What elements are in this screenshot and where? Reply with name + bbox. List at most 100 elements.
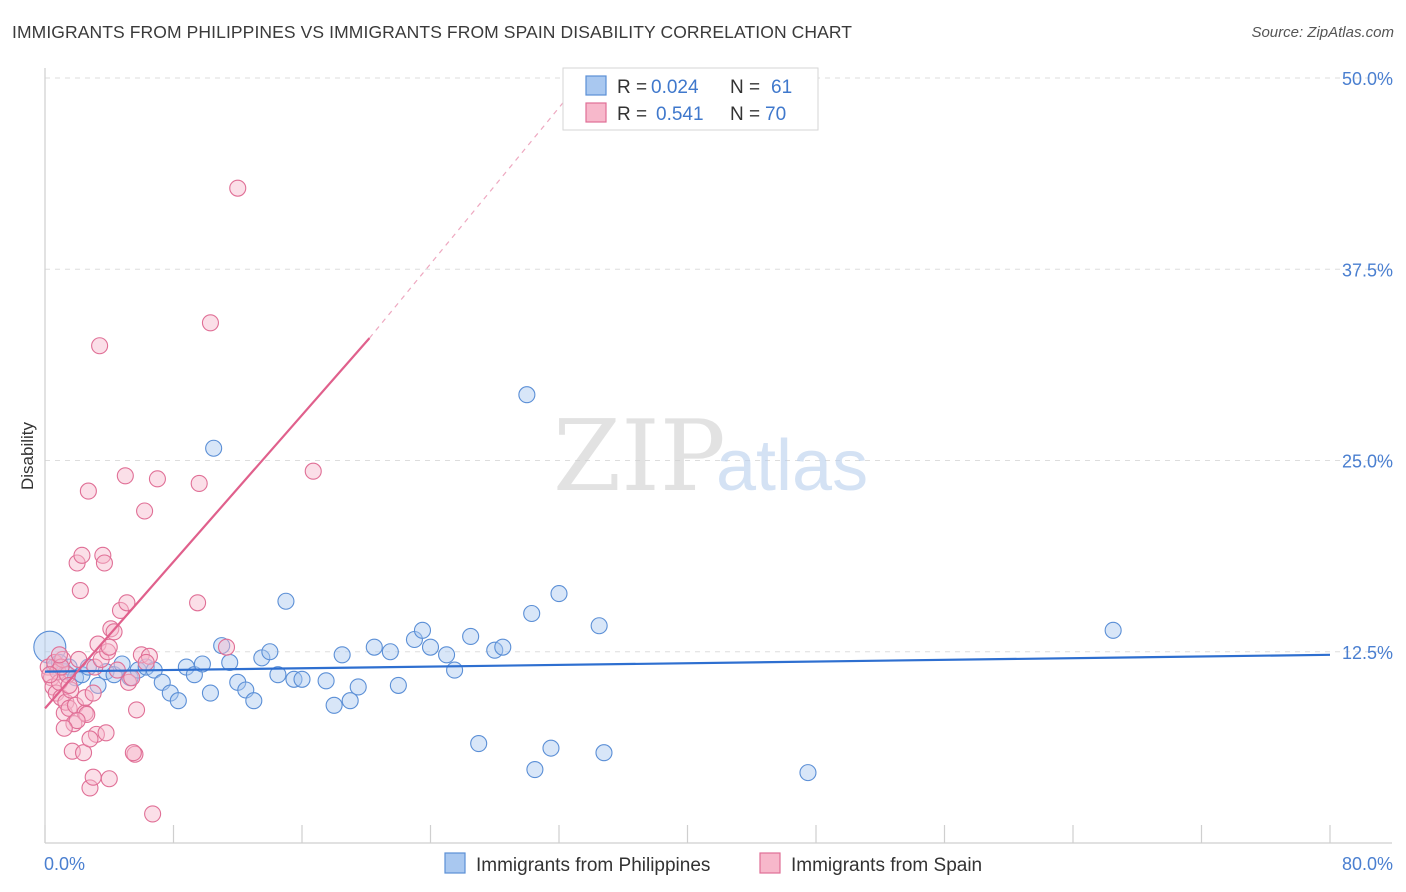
- grid-lines: [45, 77, 1392, 653]
- source-credit: Source: ZipAtlas.com: [1251, 24, 1394, 41]
- data-point-spain: [189, 594, 207, 612]
- legend-n-label: N =: [730, 104, 760, 125]
- data-point-philippines: [261, 643, 279, 661]
- legend-r-value-philippines: 0.024: [651, 77, 699, 98]
- data-point-philippines: [349, 678, 367, 696]
- data-point-philippines: [799, 764, 817, 782]
- data-points: [33, 179, 1122, 823]
- legend-r-label: R =: [617, 104, 647, 125]
- data-point-philippines: [542, 739, 560, 757]
- series-legend: Immigrants from Philippines Immigrants f…: [444, 852, 982, 876]
- x-tick-label-max: 80.0%: [1342, 854, 1393, 874]
- data-point-philippines: [526, 761, 544, 779]
- chart-title: IMMIGRANTS FROM PHILIPPINES VS IMMIGRANT…: [12, 22, 853, 42]
- data-point-spain: [41, 666, 59, 684]
- data-point-spain: [100, 638, 118, 656]
- bottom-legend-swatch-spain: [759, 852, 781, 874]
- data-point-spain: [65, 715, 83, 733]
- data-point-philippines: [470, 734, 488, 753]
- data-point-philippines: [293, 670, 311, 688]
- data-point-spain: [201, 314, 219, 332]
- data-point-spain: [116, 467, 134, 485]
- data-point-spain: [84, 684, 102, 702]
- data-point-spain: [97, 724, 115, 742]
- legend-n-value-spain: 70: [765, 104, 786, 125]
- data-point-spain: [229, 179, 247, 197]
- trend-line-spain: [44, 337, 371, 710]
- data-point-spain: [105, 623, 123, 641]
- data-point-spain: [217, 638, 236, 656]
- data-point-spain: [84, 768, 102, 786]
- data-point-philippines: [269, 666, 287, 684]
- data-point-spain: [60, 676, 78, 694]
- data-point-spain: [91, 337, 109, 355]
- data-point-philippines: [518, 386, 536, 404]
- axes: [44, 68, 1392, 844]
- data-point-philippines: [595, 744, 613, 762]
- legend-n-label: N =: [730, 77, 760, 98]
- legend-r-label: R =: [617, 77, 647, 98]
- y-axis-label: Disability: [18, 421, 37, 490]
- data-point-spain: [118, 594, 136, 612]
- bottom-legend-swatch-philippines: [444, 852, 466, 874]
- data-point-spain: [79, 482, 97, 500]
- data-point-spain: [128, 701, 146, 719]
- data-point-spain: [304, 462, 322, 480]
- bottom-legend-label-philippines: Immigrants from Philippines: [476, 855, 710, 876]
- data-point-spain: [81, 730, 99, 748]
- data-point-spain: [136, 502, 154, 520]
- data-point-philippines: [438, 646, 456, 664]
- bottom-legend-label-spain: Immigrants from Spain: [791, 855, 982, 876]
- data-point-spain: [78, 705, 96, 724]
- data-point-philippines: [205, 439, 223, 457]
- legend-n-value-philippines: 61: [771, 77, 792, 98]
- data-point-spain: [123, 669, 141, 687]
- data-point-philippines: [365, 638, 383, 656]
- data-point-philippines: [413, 621, 432, 639]
- data-point-spain: [95, 554, 113, 572]
- legend-swatch-spain: [585, 102, 607, 123]
- y-tick-label: 25.0%: [1342, 452, 1393, 472]
- data-point-spain: [124, 744, 142, 762]
- data-point-spain: [71, 581, 89, 600]
- data-point-spain: [76, 689, 94, 707]
- data-point-spain: [55, 719, 73, 737]
- data-point-spain: [190, 474, 208, 493]
- legend-r-value-spain: 0.541: [656, 104, 704, 125]
- data-point-spain: [81, 779, 99, 797]
- y-tick-label: 50.0%: [1342, 69, 1393, 89]
- data-point-spain: [102, 620, 120, 638]
- x-tick-label-min: 0.0%: [44, 854, 85, 874]
- data-point-philippines: [245, 692, 263, 710]
- data-point-philippines: [462, 627, 480, 646]
- trend-line-philippines: [44, 653, 1331, 673]
- data-point-philippines: [381, 643, 399, 661]
- trend-lines: [44, 97, 1331, 710]
- data-point-spain: [75, 744, 93, 762]
- data-point-philippines: [317, 672, 335, 690]
- data-point-philippines: [523, 604, 541, 623]
- data-point-philippines: [333, 646, 351, 664]
- watermark-zip: ZIP: [553, 400, 726, 514]
- data-point-spain: [144, 805, 162, 823]
- data-point-philippines: [169, 692, 187, 710]
- data-point-spain: [50, 646, 69, 664]
- legend-swatch-philippines: [585, 75, 607, 96]
- trend-line-extension-spain: [368, 97, 568, 339]
- data-point-spain: [100, 770, 118, 788]
- tick-labels: 12.5% 25.0% 37.5% 50.0% 0.0% 80.0%: [44, 69, 1393, 874]
- watermark-atlas: atlas: [716, 426, 868, 506]
- data-point-spain: [148, 470, 166, 488]
- data-point-philippines: [201, 684, 219, 702]
- data-point-philippines: [1104, 621, 1122, 639]
- data-point-philippines: [341, 692, 359, 710]
- y-tick-label: 12.5%: [1342, 643, 1393, 663]
- data-point-philippines: [590, 617, 608, 635]
- data-point-philippines: [389, 676, 407, 694]
- data-point-spain: [137, 653, 155, 672]
- correlation-legend: R = 0.024 N = 61 R = 0.541 N = 70: [562, 67, 819, 131]
- data-point-philippines: [421, 638, 440, 656]
- data-point-spain: [119, 673, 138, 691]
- data-point-philippines: [494, 638, 512, 656]
